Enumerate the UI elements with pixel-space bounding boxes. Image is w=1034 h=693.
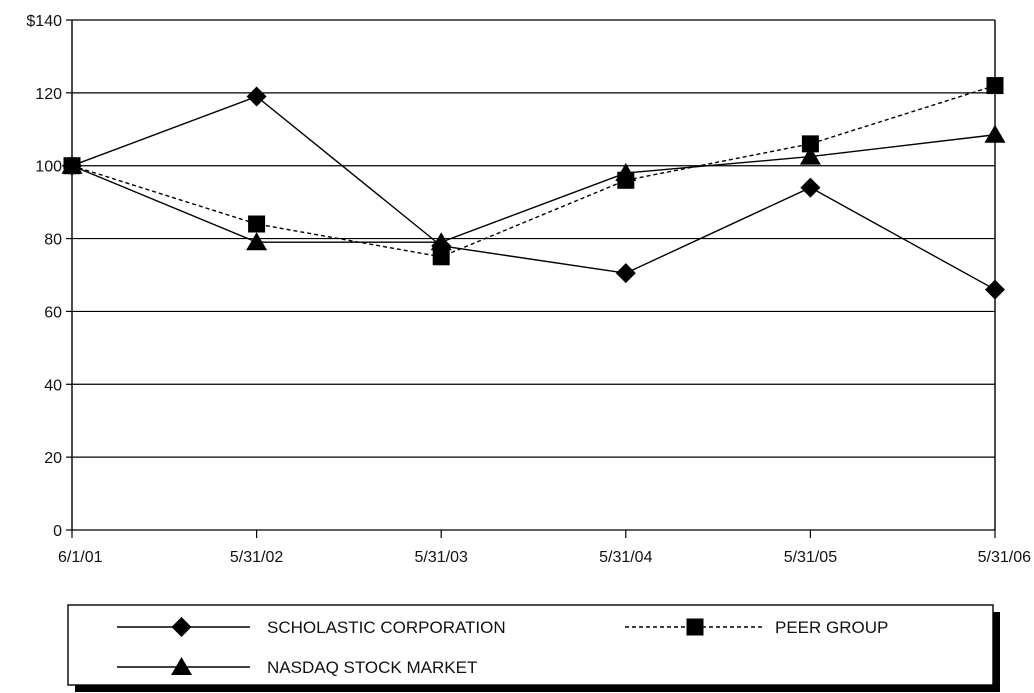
- series-nasdaq-stock-market: [61, 124, 1006, 251]
- y-tick-label: 80: [44, 232, 62, 249]
- data-point: [986, 77, 1004, 95]
- y-axis-ticks: 0 20 40 60 80 100 120 $140: [26, 13, 72, 540]
- data-point: [800, 177, 821, 198]
- data-point: [248, 215, 266, 233]
- data-point: [985, 279, 1005, 300]
- legend-label: NASDAQ STOCK MARKET: [267, 658, 477, 677]
- x-tick-label: 5/31/06: [978, 549, 1031, 566]
- data-point: [432, 248, 450, 266]
- legend: SCHOLASTIC CORPORATION PEER GROUP NASDAQ S…: [67, 604, 1000, 692]
- y-tick-label: 120: [35, 86, 62, 103]
- x-tick-label: 5/31/05: [784, 549, 837, 566]
- series-scholastic-corporation: [62, 86, 1005, 300]
- x-axis-ticks: 6/1/01 5/31/02 5/31/03 5/31/04 5/31/05 5/31/0…: [58, 530, 1031, 566]
- plot-frame: [71, 20, 996, 530]
- y-tick-label: 60: [44, 304, 62, 321]
- x-tick-label: 5/31/02: [230, 549, 283, 566]
- data-point: [984, 124, 1006, 143]
- series-line: [71, 84, 996, 258]
- y-tick-label: 40: [44, 377, 62, 394]
- x-tick-label: 5/31/04: [599, 549, 652, 566]
- legend-label: SCHOLASTIC CORPORATION: [267, 618, 506, 637]
- y-tick-label: 20: [44, 450, 62, 467]
- gridlines: [72, 19, 995, 531]
- x-tick-label: 6/1/01: [58, 549, 103, 566]
- data-point: [246, 232, 268, 251]
- data-point: [61, 155, 83, 174]
- data-point: [615, 163, 637, 181]
- y-tick-label: $140: [26, 13, 62, 30]
- data-point: [799, 146, 821, 165]
- legend-marker: [171, 617, 192, 637]
- y-tick-label: 100: [35, 159, 62, 176]
- legend-box: [67, 604, 994, 686]
- legend-marker: [171, 657, 192, 675]
- series-line: [71, 95, 996, 291]
- data-point: [246, 86, 267, 107]
- series-line: [71, 134, 996, 243]
- legend-label: PEER GROUP: [775, 618, 888, 637]
- data-point: [801, 135, 819, 153]
- data-point: [615, 263, 636, 284]
- y-tick-label: 0: [53, 523, 62, 540]
- x-tick-label: 5/31/03: [415, 549, 468, 566]
- series-group: [61, 77, 1006, 300]
- legend-marker: [686, 618, 704, 636]
- series-peer-group: [63, 77, 1004, 266]
- data-point: [430, 232, 452, 251]
